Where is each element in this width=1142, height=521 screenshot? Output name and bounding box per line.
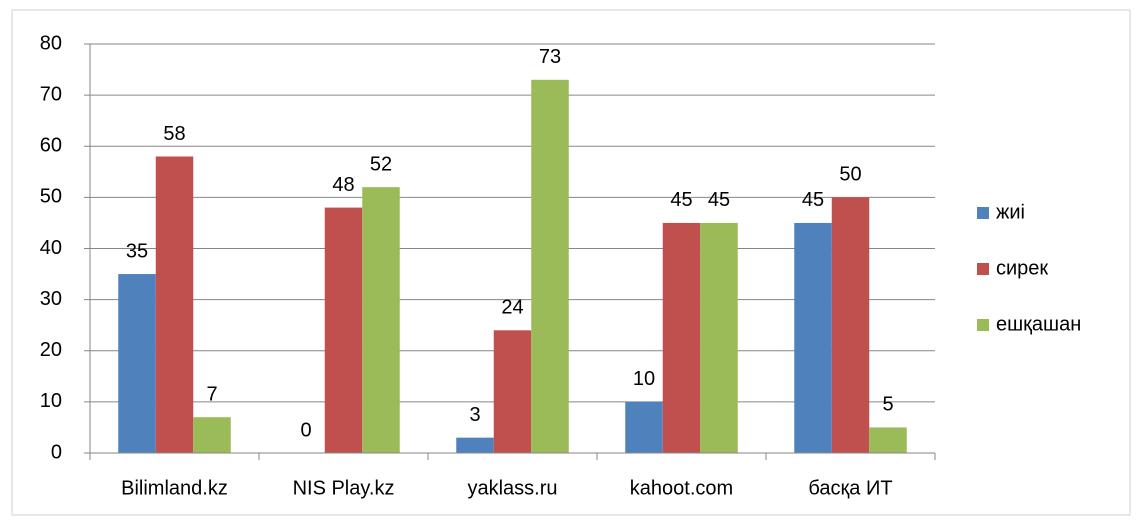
- y-tick-label: 70: [40, 83, 62, 105]
- bar: [456, 437, 494, 453]
- chart-frame: [11, 9, 1131, 516]
- data-label: 5: [882, 394, 893, 416]
- y-tick-label: 0: [51, 441, 62, 463]
- data-label: 45: [802, 189, 824, 211]
- legend-label: ешқашан: [996, 313, 1081, 335]
- y-tick-label: 20: [40, 339, 62, 361]
- y-tick-label: 30: [40, 288, 62, 310]
- bar: [362, 187, 400, 453]
- x-tick-label: kahoot.com: [630, 477, 733, 499]
- legend-swatch: [977, 263, 989, 275]
- data-label: 0: [300, 419, 311, 441]
- legend-label: жиі: [996, 201, 1025, 223]
- data-label: 58: [163, 123, 185, 145]
- x-tick-label: yaklass.ru: [467, 477, 557, 499]
- data-label: 48: [332, 174, 354, 196]
- data-label: 45: [670, 189, 692, 211]
- bar: [625, 401, 663, 453]
- bar: [155, 156, 194, 453]
- data-label: 24: [501, 297, 523, 319]
- y-tick-label: 80: [40, 32, 62, 54]
- legend-label: сирек: [996, 257, 1048, 279]
- x-tick-label: NIS Play.kz: [293, 477, 395, 499]
- x-tick-label: Bilimland.kz: [121, 477, 228, 499]
- bar: [118, 274, 156, 453]
- bar: [193, 417, 231, 453]
- bar: [531, 79, 569, 453]
- y-tick-label: 60: [40, 135, 62, 157]
- data-label: 73: [539, 46, 561, 68]
- bar: [831, 197, 870, 453]
- data-label: 50: [839, 164, 861, 186]
- bar: [869, 427, 907, 453]
- bar: [794, 222, 832, 453]
- y-tick-label: 10: [40, 390, 62, 412]
- x-tick-label: басқа ИТ: [808, 477, 892, 499]
- data-label: 35: [126, 240, 148, 262]
- y-tick-label: 40: [40, 237, 62, 259]
- data-label: 10: [633, 368, 655, 390]
- bar: [700, 222, 738, 453]
- data-label: 52: [370, 153, 392, 175]
- bar: [324, 207, 363, 453]
- bar: [493, 330, 532, 453]
- data-label: 3: [469, 404, 480, 426]
- legend-swatch: [977, 319, 989, 331]
- y-tick-label: 50: [40, 186, 62, 208]
- data-label: 7: [206, 383, 217, 405]
- bar: [662, 222, 701, 453]
- data-label: 45: [708, 189, 730, 211]
- legend-swatch: [977, 207, 989, 219]
